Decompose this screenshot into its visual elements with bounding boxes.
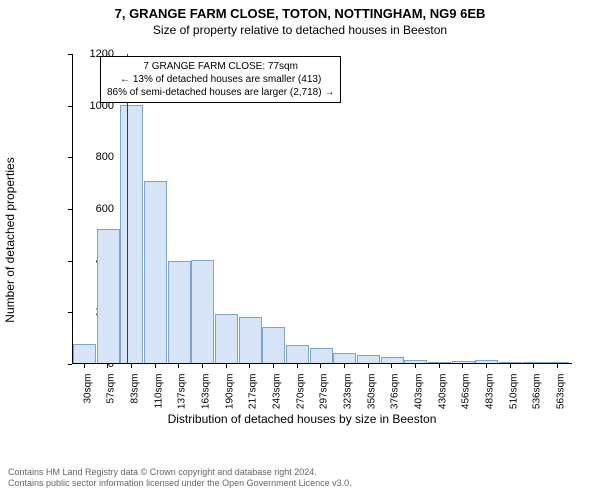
histogram-bar [168, 261, 191, 363]
x-tick-mark [368, 364, 369, 368]
x-tick-mark [510, 364, 511, 368]
footer-attribution: Contains HM Land Registry data © Crown c… [8, 467, 352, 490]
histogram-bar [310, 348, 333, 364]
annotation-line-3: 86% of semi-detached houses are larger (… [107, 86, 334, 99]
y-axis-label: Number of detached properties [3, 157, 17, 322]
histogram-bar [499, 362, 522, 363]
histogram-bar [286, 345, 309, 363]
histogram-bar [239, 317, 262, 364]
x-tick-mark [84, 364, 85, 368]
x-tick-mark [297, 364, 298, 368]
annotation-line-2: ← 13% of detached houses are smaller (41… [107, 73, 334, 86]
histogram-bar [262, 327, 285, 363]
histogram-bar [120, 105, 143, 363]
annotation-line-1: 7 GRANGE FARM CLOSE: 77sqm [107, 60, 334, 73]
x-tick-mark [391, 364, 392, 368]
x-axis-label: Distribution of detached houses by size … [28, 412, 576, 426]
y-tick-mark [68, 364, 72, 365]
x-tick-mark [107, 364, 108, 368]
x-tick-mark [462, 364, 463, 368]
histogram-bar [215, 314, 238, 363]
histogram-bar [404, 360, 427, 363]
x-tick-mark [533, 364, 534, 368]
histogram-bar [357, 355, 380, 363]
histogram-bar [73, 344, 96, 363]
histogram-bar [428, 362, 451, 363]
footer-line-1: Contains HM Land Registry data © Crown c… [8, 467, 352, 479]
x-tick-mark [249, 364, 250, 368]
x-tick-mark [178, 364, 179, 368]
title-subtitle: Size of property relative to detached ho… [0, 21, 600, 37]
annotation-box: 7 GRANGE FARM CLOSE: 77sqm ← 13% of deta… [100, 56, 341, 103]
x-tick-mark [415, 364, 416, 368]
histogram-bar [452, 361, 475, 363]
x-tick-mark [557, 364, 558, 368]
histogram-bar [144, 181, 167, 363]
footer-line-2: Contains public sector information licen… [8, 478, 352, 490]
histogram-bar [523, 362, 546, 363]
x-tick-mark [486, 364, 487, 368]
x-tick-mark [131, 364, 132, 368]
x-tick-mark [202, 364, 203, 368]
x-tick-mark [273, 364, 274, 368]
histogram-bar [333, 353, 356, 363]
histogram-bar [97, 229, 120, 363]
title-main: 7, GRANGE FARM CLOSE, TOTON, NOTTINGHAM,… [0, 0, 600, 21]
histogram-bar [191, 260, 214, 363]
histogram-bar [546, 362, 569, 363]
histogram-bar [475, 360, 498, 363]
x-tick-mark [439, 364, 440, 368]
x-tick-mark [226, 364, 227, 368]
x-tick-mark [155, 364, 156, 368]
chart-container: Number of detached properties 0200400600… [28, 40, 576, 440]
histogram-bar [381, 357, 404, 363]
x-tick-mark [320, 364, 321, 368]
x-tick-mark [344, 364, 345, 368]
